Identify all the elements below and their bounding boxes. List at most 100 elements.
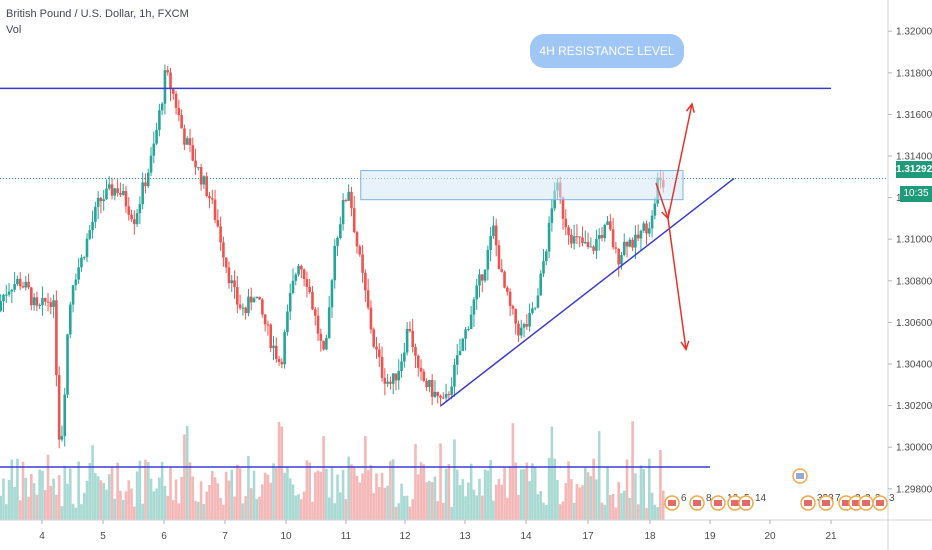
volume-bar (252, 470, 256, 520)
candle-body (10, 289, 14, 292)
candle-body (121, 191, 125, 195)
volume-bar (497, 478, 501, 520)
candle-body (397, 371, 401, 381)
candle-body (383, 377, 387, 384)
candle-body (467, 328, 470, 330)
candle-body (603, 224, 607, 238)
volume-bar (453, 439, 456, 520)
candle-body (567, 227, 570, 235)
drawings[interactable] (0, 87, 888, 468)
event-flag[interactable]: 7 (818, 493, 841, 511)
candle-body (155, 129, 158, 144)
x-tick-label: 20 (764, 531, 776, 542)
candle-body (183, 128, 186, 145)
volume-bar (386, 485, 389, 520)
volume-bar (377, 487, 381, 520)
volume-bar (183, 434, 186, 520)
candle-body (545, 251, 548, 262)
candle-body (344, 200, 348, 202)
candle-body (597, 235, 601, 240)
volume-bars (0, 421, 665, 520)
candle-body (405, 328, 409, 353)
volume-bar (166, 495, 170, 520)
candle-body (313, 309, 317, 316)
volume-bar (286, 467, 289, 520)
candle-body (561, 197, 565, 219)
candle-body (208, 196, 211, 199)
flag-icon-stripe (852, 500, 860, 506)
candle-body (277, 359, 281, 362)
candle-body (305, 279, 309, 287)
y-tick-label: 1.30200 (896, 401, 932, 412)
volume-bar (38, 469, 41, 520)
volume-bar (261, 484, 264, 520)
volume-bar (533, 466, 537, 520)
candle-body (375, 346, 378, 350)
candle-body (38, 304, 41, 306)
candle-body (171, 89, 175, 94)
volume-bar (27, 496, 30, 520)
candle-body (24, 281, 28, 288)
symbol-title[interactable]: British Pound / U.S. Dollar, 1h, FXCM (6, 8, 189, 20)
event-flag[interactable]: 14 (738, 493, 767, 511)
arrow-down-head (680, 340, 690, 352)
candle-body (622, 241, 626, 256)
countdown-badge: 10:35 (900, 186, 932, 202)
candle-body (536, 295, 540, 308)
volume-bar (609, 495, 612, 520)
candle-body (18, 278, 22, 287)
y-tick-label: 1.30600 (896, 318, 932, 329)
volume-bar (372, 493, 376, 520)
candle-body (325, 337, 328, 350)
candle-body (377, 349, 381, 357)
candle-body (372, 329, 376, 347)
candle-body (96, 197, 100, 207)
x-tick-label: 19 (704, 531, 716, 542)
x-tick-label: 13 (459, 531, 471, 542)
x-tick-label: 7 (222, 531, 228, 542)
volume-bar (492, 500, 495, 520)
y-tick-label: 1.31600 (896, 110, 932, 121)
volume-bar (361, 473, 364, 520)
event-flag[interactable]: 3 (872, 493, 895, 511)
candle-body (436, 391, 440, 396)
candle-body (71, 285, 75, 305)
candle-body (269, 324, 273, 349)
volume-bar (102, 482, 105, 520)
volume-indicator-label[interactable]: Vol (6, 24, 22, 36)
volume-bar (305, 460, 309, 520)
candle-body (205, 176, 208, 197)
candle-body (32, 297, 36, 306)
resistance-callout[interactable]: 4H RESISTANCE LEVEL (530, 34, 684, 68)
candle-body (642, 223, 646, 231)
volume-bar (389, 460, 392, 520)
volume-bar (611, 493, 615, 520)
event-flag[interactable]: 6 (664, 493, 687, 511)
volume-bar (30, 473, 33, 520)
candle-body (341, 200, 345, 225)
volume-bar (645, 507, 648, 520)
volume-bar (567, 461, 570, 520)
volume-bar (403, 495, 406, 520)
candle-body (525, 324, 529, 327)
flag-icon-stripe (693, 500, 701, 506)
volume-bar (642, 469, 646, 520)
volume-bar (213, 477, 217, 520)
volume-bar (74, 507, 78, 520)
volume-bar (595, 479, 598, 520)
event-flag[interactable]: 8 (689, 493, 712, 511)
volume-bar (0, 495, 3, 520)
candle-body (135, 213, 139, 225)
volume-bar (21, 461, 25, 520)
candle-body (352, 208, 356, 233)
economic-events[interactable]: 681651433373333 (664, 468, 895, 511)
time-axis[interactable]: 4 5 6 7 10 11 12 13 14 17 18 19 20 21 (0, 519, 932, 542)
volume-bar (210, 471, 214, 520)
candle-body (333, 245, 337, 281)
volume-bar (174, 479, 178, 520)
volume-bar (255, 498, 259, 520)
price-axis[interactable]: 1.320001.318001.316001.314001.312001.310… (887, 0, 932, 550)
volume-bar (199, 481, 203, 520)
candle-body (94, 206, 97, 222)
